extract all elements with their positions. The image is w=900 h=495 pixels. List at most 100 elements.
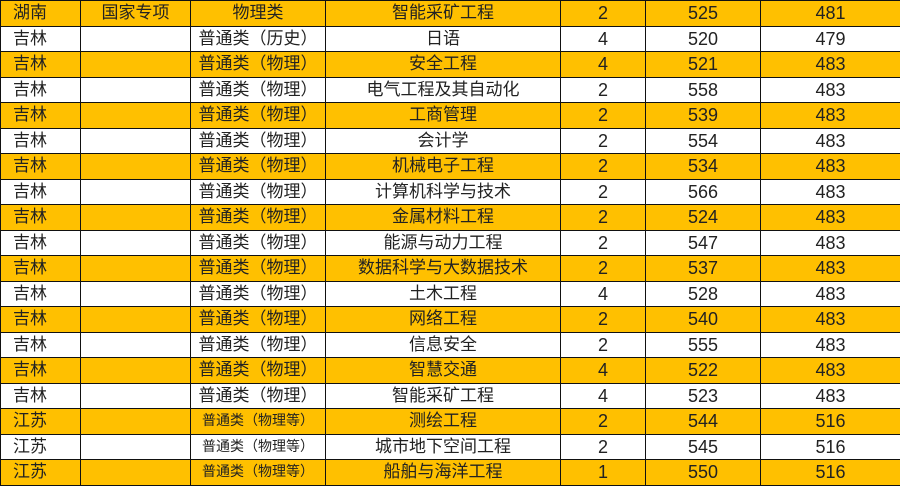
- cell-province: 湖南: [0, 0, 81, 27]
- cell-count: 2: [560, 204, 646, 231]
- cell-min: 483: [760, 153, 900, 180]
- cell-max: 547: [645, 229, 761, 256]
- table-row: 吉林 普通类（物理） 能源与动力工程 2 547 483: [0, 229, 900, 256]
- cell-major: 信息安全: [325, 331, 561, 358]
- table-row: 吉林 普通类（物理） 电气工程及其自动化 2 558 483: [0, 76, 900, 103]
- cell-max: 555: [645, 331, 761, 358]
- cell-min: 483: [760, 382, 900, 409]
- cell-major: 电气工程及其自动化: [325, 76, 561, 103]
- cell-plan: [80, 459, 191, 486]
- cell-max: 528: [645, 280, 761, 307]
- cell-major: 智慧交通: [325, 357, 561, 384]
- cell-major: 城市地下空间工程: [325, 433, 561, 460]
- cell-plan: [80, 408, 191, 435]
- cell-count: 4: [560, 280, 646, 307]
- table-row: 江苏 普通类（物理等） 城市地下空间工程 2 545 516: [0, 433, 900, 460]
- cell-min: 479: [760, 25, 900, 52]
- cell-province: 吉林: [0, 76, 81, 103]
- cell-province: 吉林: [0, 280, 81, 307]
- cell-max: 558: [645, 76, 761, 103]
- cell-plan: [80, 306, 191, 333]
- cell-plan: [80, 331, 191, 358]
- table-row: 吉林 普通类（历史） 日语 4 520 479: [0, 25, 900, 52]
- cell-count: 1: [560, 459, 646, 486]
- cell-min: 516: [760, 433, 900, 460]
- cell-count: 2: [560, 331, 646, 358]
- cell-major: 网络工程: [325, 306, 561, 333]
- cell-count: 2: [560, 178, 646, 205]
- cell-min: 483: [760, 306, 900, 333]
- cell-max: 566: [645, 178, 761, 205]
- cell-province: 吉林: [0, 255, 81, 282]
- table-row: 吉林 普通类（物理） 数据科学与大数据技术 2 537 483: [0, 255, 900, 282]
- table-row: 吉林 普通类（物理） 计算机科学与技术 2 566 483: [0, 178, 900, 205]
- cell-subject: 普通类（物理）: [190, 153, 326, 180]
- cell-plan: [80, 357, 191, 384]
- cell-plan: [80, 280, 191, 307]
- cell-max: 523: [645, 382, 761, 409]
- cell-major: 工商管理: [325, 102, 561, 129]
- cell-min: 483: [760, 178, 900, 205]
- cell-max: 540: [645, 306, 761, 333]
- cell-province: 吉林: [0, 204, 81, 231]
- cell-province: 江苏: [0, 433, 81, 460]
- cell-province: 吉林: [0, 51, 81, 78]
- cell-subject: 普通类（物理）: [190, 76, 326, 103]
- cell-min: 483: [760, 127, 900, 154]
- cell-max: 539: [645, 102, 761, 129]
- cell-max: 520: [645, 25, 761, 52]
- cell-major: 机械电子工程: [325, 153, 561, 180]
- table-row: 吉林 普通类（物理） 会计学 2 554 483: [0, 127, 900, 154]
- table-row: 江苏 普通类（物理等） 船舶与海洋工程 1 550 516: [0, 459, 900, 486]
- cell-major: 智能采矿工程: [325, 0, 561, 27]
- cell-subject: 普通类（物理）: [190, 51, 326, 78]
- table-row: 吉林 普通类（物理） 机械电子工程 2 534 483: [0, 153, 900, 180]
- cell-min: 516: [760, 459, 900, 486]
- cell-subject: 普通类（物理）: [190, 280, 326, 307]
- cell-count: 2: [560, 306, 646, 333]
- cell-max: 524: [645, 204, 761, 231]
- cell-province: 吉林: [0, 357, 81, 384]
- cell-plan: [80, 127, 191, 154]
- cell-plan: [80, 255, 191, 282]
- cell-subject: 普通类（物理）: [190, 255, 326, 282]
- cell-major: 船舶与海洋工程: [325, 459, 561, 486]
- cell-subject: 普通类（物理）: [190, 229, 326, 256]
- table-row: 江苏 普通类（物理等） 测绘工程 2 544 516: [0, 408, 900, 435]
- table-row: 吉林 普通类（物理） 网络工程 2 540 483: [0, 306, 900, 333]
- cell-plan: [80, 204, 191, 231]
- cell-max: 521: [645, 51, 761, 78]
- cell-province: 吉林: [0, 229, 81, 256]
- table-row: 吉林 普通类（物理） 信息安全 2 555 483: [0, 331, 900, 358]
- cell-province: 吉林: [0, 306, 81, 333]
- cell-plan: [80, 25, 191, 52]
- cell-min: 483: [760, 357, 900, 384]
- cell-subject: 普通类（物理等）: [190, 459, 326, 486]
- cell-max: 550: [645, 459, 761, 486]
- cell-max: 534: [645, 153, 761, 180]
- cell-subject: 普通类（物理等）: [190, 433, 326, 460]
- cell-plan: 国家专项: [80, 0, 191, 27]
- cell-subject: 普通类（物理）: [190, 102, 326, 129]
- cell-max: 522: [645, 357, 761, 384]
- cell-subject: 普通类（物理）: [190, 357, 326, 384]
- cell-plan: [80, 382, 191, 409]
- cell-count: 2: [560, 408, 646, 435]
- table-row: 吉林 普通类（物理） 智能采矿工程 4 523 483: [0, 382, 900, 409]
- cell-subject: 物理类: [190, 0, 326, 27]
- cell-province: 吉林: [0, 178, 81, 205]
- cell-count: 2: [560, 229, 646, 256]
- cell-count: 4: [560, 382, 646, 409]
- cell-min: 483: [760, 229, 900, 256]
- cell-count: 2: [560, 76, 646, 103]
- cell-count: 4: [560, 51, 646, 78]
- cell-plan: [80, 178, 191, 205]
- cell-max: 537: [645, 255, 761, 282]
- cell-max: 525: [645, 0, 761, 27]
- table-row: 吉林 普通类（物理） 智慧交通 4 522 483: [0, 357, 900, 384]
- cell-subject: 普通类（历史）: [190, 25, 326, 52]
- cell-major: 数据科学与大数据技术: [325, 255, 561, 282]
- cell-province: 吉林: [0, 153, 81, 180]
- cell-count: 2: [560, 433, 646, 460]
- cell-min: 483: [760, 331, 900, 358]
